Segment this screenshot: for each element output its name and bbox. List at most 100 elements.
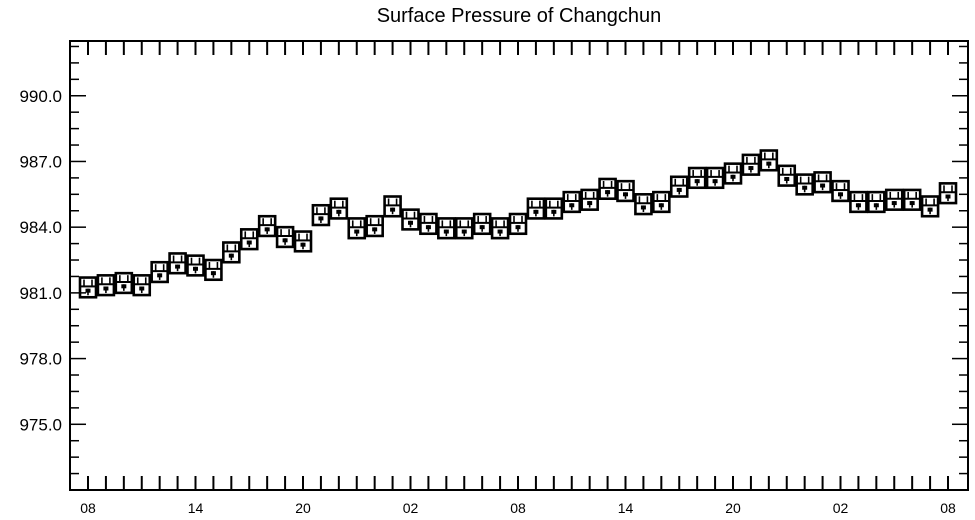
box-median-point bbox=[945, 194, 951, 199]
x-tick-label: 14 bbox=[618, 500, 634, 516]
box-median-point bbox=[587, 201, 593, 206]
box-median-point bbox=[210, 271, 216, 276]
box-marker bbox=[598, 177, 617, 200]
box-marker bbox=[705, 166, 725, 190]
box-marker bbox=[186, 254, 205, 277]
box-median-point bbox=[425, 225, 431, 230]
box-median-point bbox=[748, 166, 754, 171]
box-marker bbox=[96, 274, 116, 297]
box-marker bbox=[687, 166, 707, 190]
box-marker bbox=[257, 214, 277, 238]
y-tick-label: 990.0 bbox=[19, 87, 62, 106]
y-tick-label: 984.0 bbox=[19, 218, 62, 237]
y-tick-label: 981.0 bbox=[19, 284, 62, 303]
box-median-point bbox=[658, 203, 664, 208]
box-marker bbox=[311, 203, 331, 227]
box-marker bbox=[884, 188, 904, 211]
box-series bbox=[78, 149, 958, 299]
box-marker bbox=[222, 241, 241, 264]
chart-title: Surface Pressure of Changchun bbox=[377, 5, 662, 27]
box-median-point bbox=[479, 225, 485, 230]
box-median-point bbox=[408, 220, 413, 225]
box-marker bbox=[293, 230, 313, 253]
x-tick-label: 02 bbox=[403, 500, 419, 516]
box-marker bbox=[437, 217, 456, 240]
box-marker bbox=[114, 271, 134, 295]
box-marker bbox=[347, 217, 367, 240]
box-marker bbox=[508, 212, 528, 236]
box-median-point bbox=[605, 190, 611, 195]
box-median-point bbox=[927, 207, 933, 212]
box-marker bbox=[831, 179, 850, 203]
box-marker bbox=[813, 171, 832, 194]
box-marker bbox=[419, 212, 438, 236]
box-median-point bbox=[228, 253, 234, 258]
box-marker bbox=[723, 162, 743, 185]
box-marker bbox=[849, 190, 868, 214]
box-median-point bbox=[694, 179, 700, 184]
box-marker bbox=[204, 258, 223, 282]
box-median-point bbox=[855, 203, 861, 208]
y-axis: 975.0 978.0 981.0 984.0 987.0 990.0 bbox=[19, 45, 968, 491]
box-median-point bbox=[891, 201, 897, 206]
box-marker bbox=[580, 188, 599, 211]
box-median-point bbox=[461, 229, 467, 234]
box-median-point bbox=[175, 264, 181, 269]
box-median-point bbox=[300, 242, 306, 247]
box-median-point bbox=[103, 286, 109, 291]
box-median-point bbox=[640, 205, 646, 210]
box-median-point bbox=[551, 209, 557, 214]
box-median-point bbox=[820, 183, 826, 188]
box-marker bbox=[616, 179, 635, 203]
box-median-point bbox=[838, 192, 843, 197]
box-median-point bbox=[533, 209, 539, 214]
box-marker bbox=[902, 188, 922, 211]
box-median-point bbox=[730, 174, 736, 179]
x-tick-label: 20 bbox=[725, 500, 741, 516]
box-median-point bbox=[909, 201, 915, 206]
box-median-point bbox=[121, 284, 127, 289]
box-median-point bbox=[246, 240, 252, 245]
box-median-point bbox=[712, 179, 718, 184]
box-marker bbox=[490, 217, 510, 240]
box-median-point bbox=[766, 161, 772, 166]
box-median-point bbox=[784, 176, 790, 181]
box-marker bbox=[652, 190, 671, 214]
box-median-point bbox=[157, 273, 163, 278]
box-marker bbox=[634, 193, 653, 216]
box-marker bbox=[401, 208, 420, 231]
box-marker bbox=[920, 195, 940, 218]
box-marker bbox=[365, 214, 384, 238]
box-marker bbox=[78, 276, 98, 299]
box-marker bbox=[759, 149, 779, 172]
box-median-point bbox=[318, 216, 324, 221]
box-median-point bbox=[497, 229, 503, 234]
box-median-point bbox=[623, 192, 628, 197]
x-tick-label: 08 bbox=[940, 500, 956, 516]
box-median-point bbox=[676, 187, 682, 192]
box-median-point bbox=[85, 288, 91, 293]
x-tick-label: 14 bbox=[188, 500, 204, 516]
box-median-point bbox=[193, 266, 198, 271]
box-marker bbox=[938, 182, 958, 205]
box-median-point bbox=[282, 238, 288, 243]
box-marker bbox=[132, 274, 152, 297]
box-marker bbox=[867, 190, 886, 214]
box-marker bbox=[544, 197, 564, 220]
box-marker bbox=[239, 228, 259, 251]
box-marker bbox=[472, 212, 492, 236]
x-tick-label: 08 bbox=[80, 500, 96, 516]
box-median-point bbox=[873, 203, 879, 208]
box-marker bbox=[329, 197, 349, 220]
box-marker bbox=[383, 195, 402, 218]
box-marker bbox=[454, 217, 474, 240]
box-median-point bbox=[515, 225, 521, 230]
box-marker bbox=[150, 260, 169, 284]
x-tick-label: 02 bbox=[833, 500, 849, 516]
y-tick-label: 987.0 bbox=[19, 152, 62, 171]
box-marker bbox=[275, 225, 295, 249]
box-median-point bbox=[336, 209, 342, 214]
x-tick-label: 20 bbox=[295, 500, 311, 516]
box-median-point bbox=[139, 286, 145, 291]
